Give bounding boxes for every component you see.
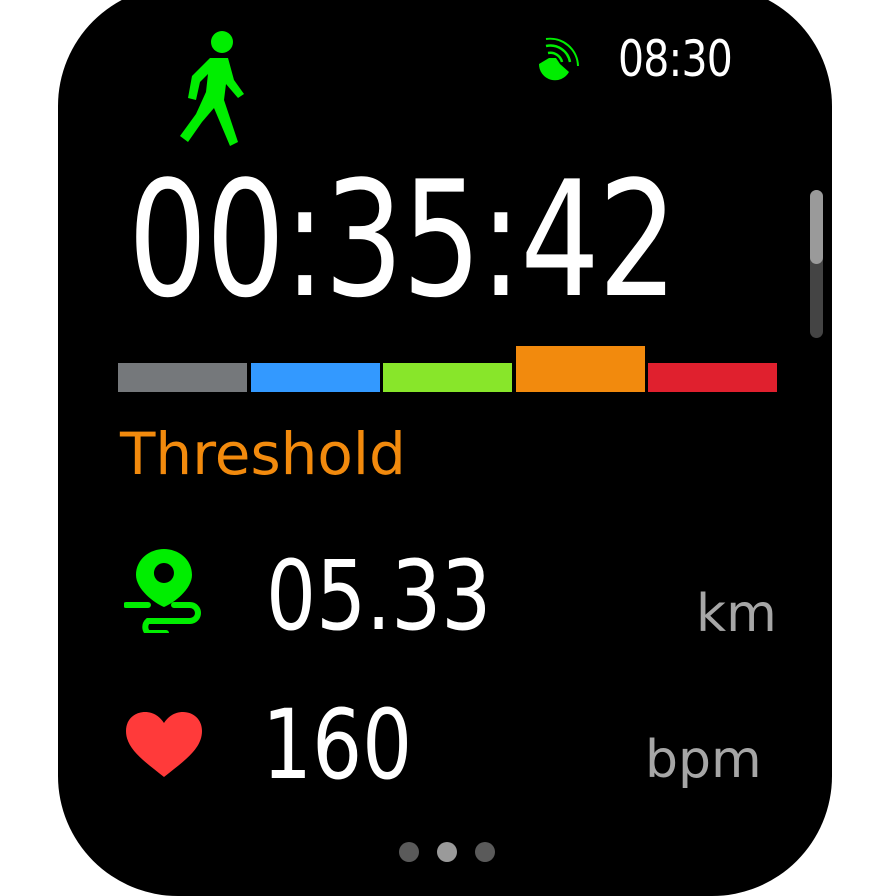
heart-icon [126,712,202,777]
scrollbar-thumb[interactable] [810,190,823,264]
heart-rate-value: 160 [262,689,413,801]
page-dot-3[interactable] [475,842,495,862]
heart-zone-segment-2 [250,363,380,392]
distance-value: 05.33 [266,540,492,652]
page-dot-1[interactable] [399,842,419,862]
elapsed-time: 00:35:42 [128,146,678,333]
heart-zone-label: Threshold [120,420,406,488]
distance-unit: km [696,584,777,644]
heart-rate-unit: bpm [645,730,762,790]
heart-zone-segment-4 [515,346,645,392]
heart-zone-segment-3 [383,363,512,392]
walking-icon [180,31,244,146]
gps-signal-icon [538,37,579,81]
page-dot-2[interactable] [437,842,457,862]
heart-zone-segment-1 [118,363,247,392]
heart-zone-segment-5 [648,363,777,392]
clock-time: 08:30 [618,30,733,88]
route-distance-icon [124,549,201,633]
